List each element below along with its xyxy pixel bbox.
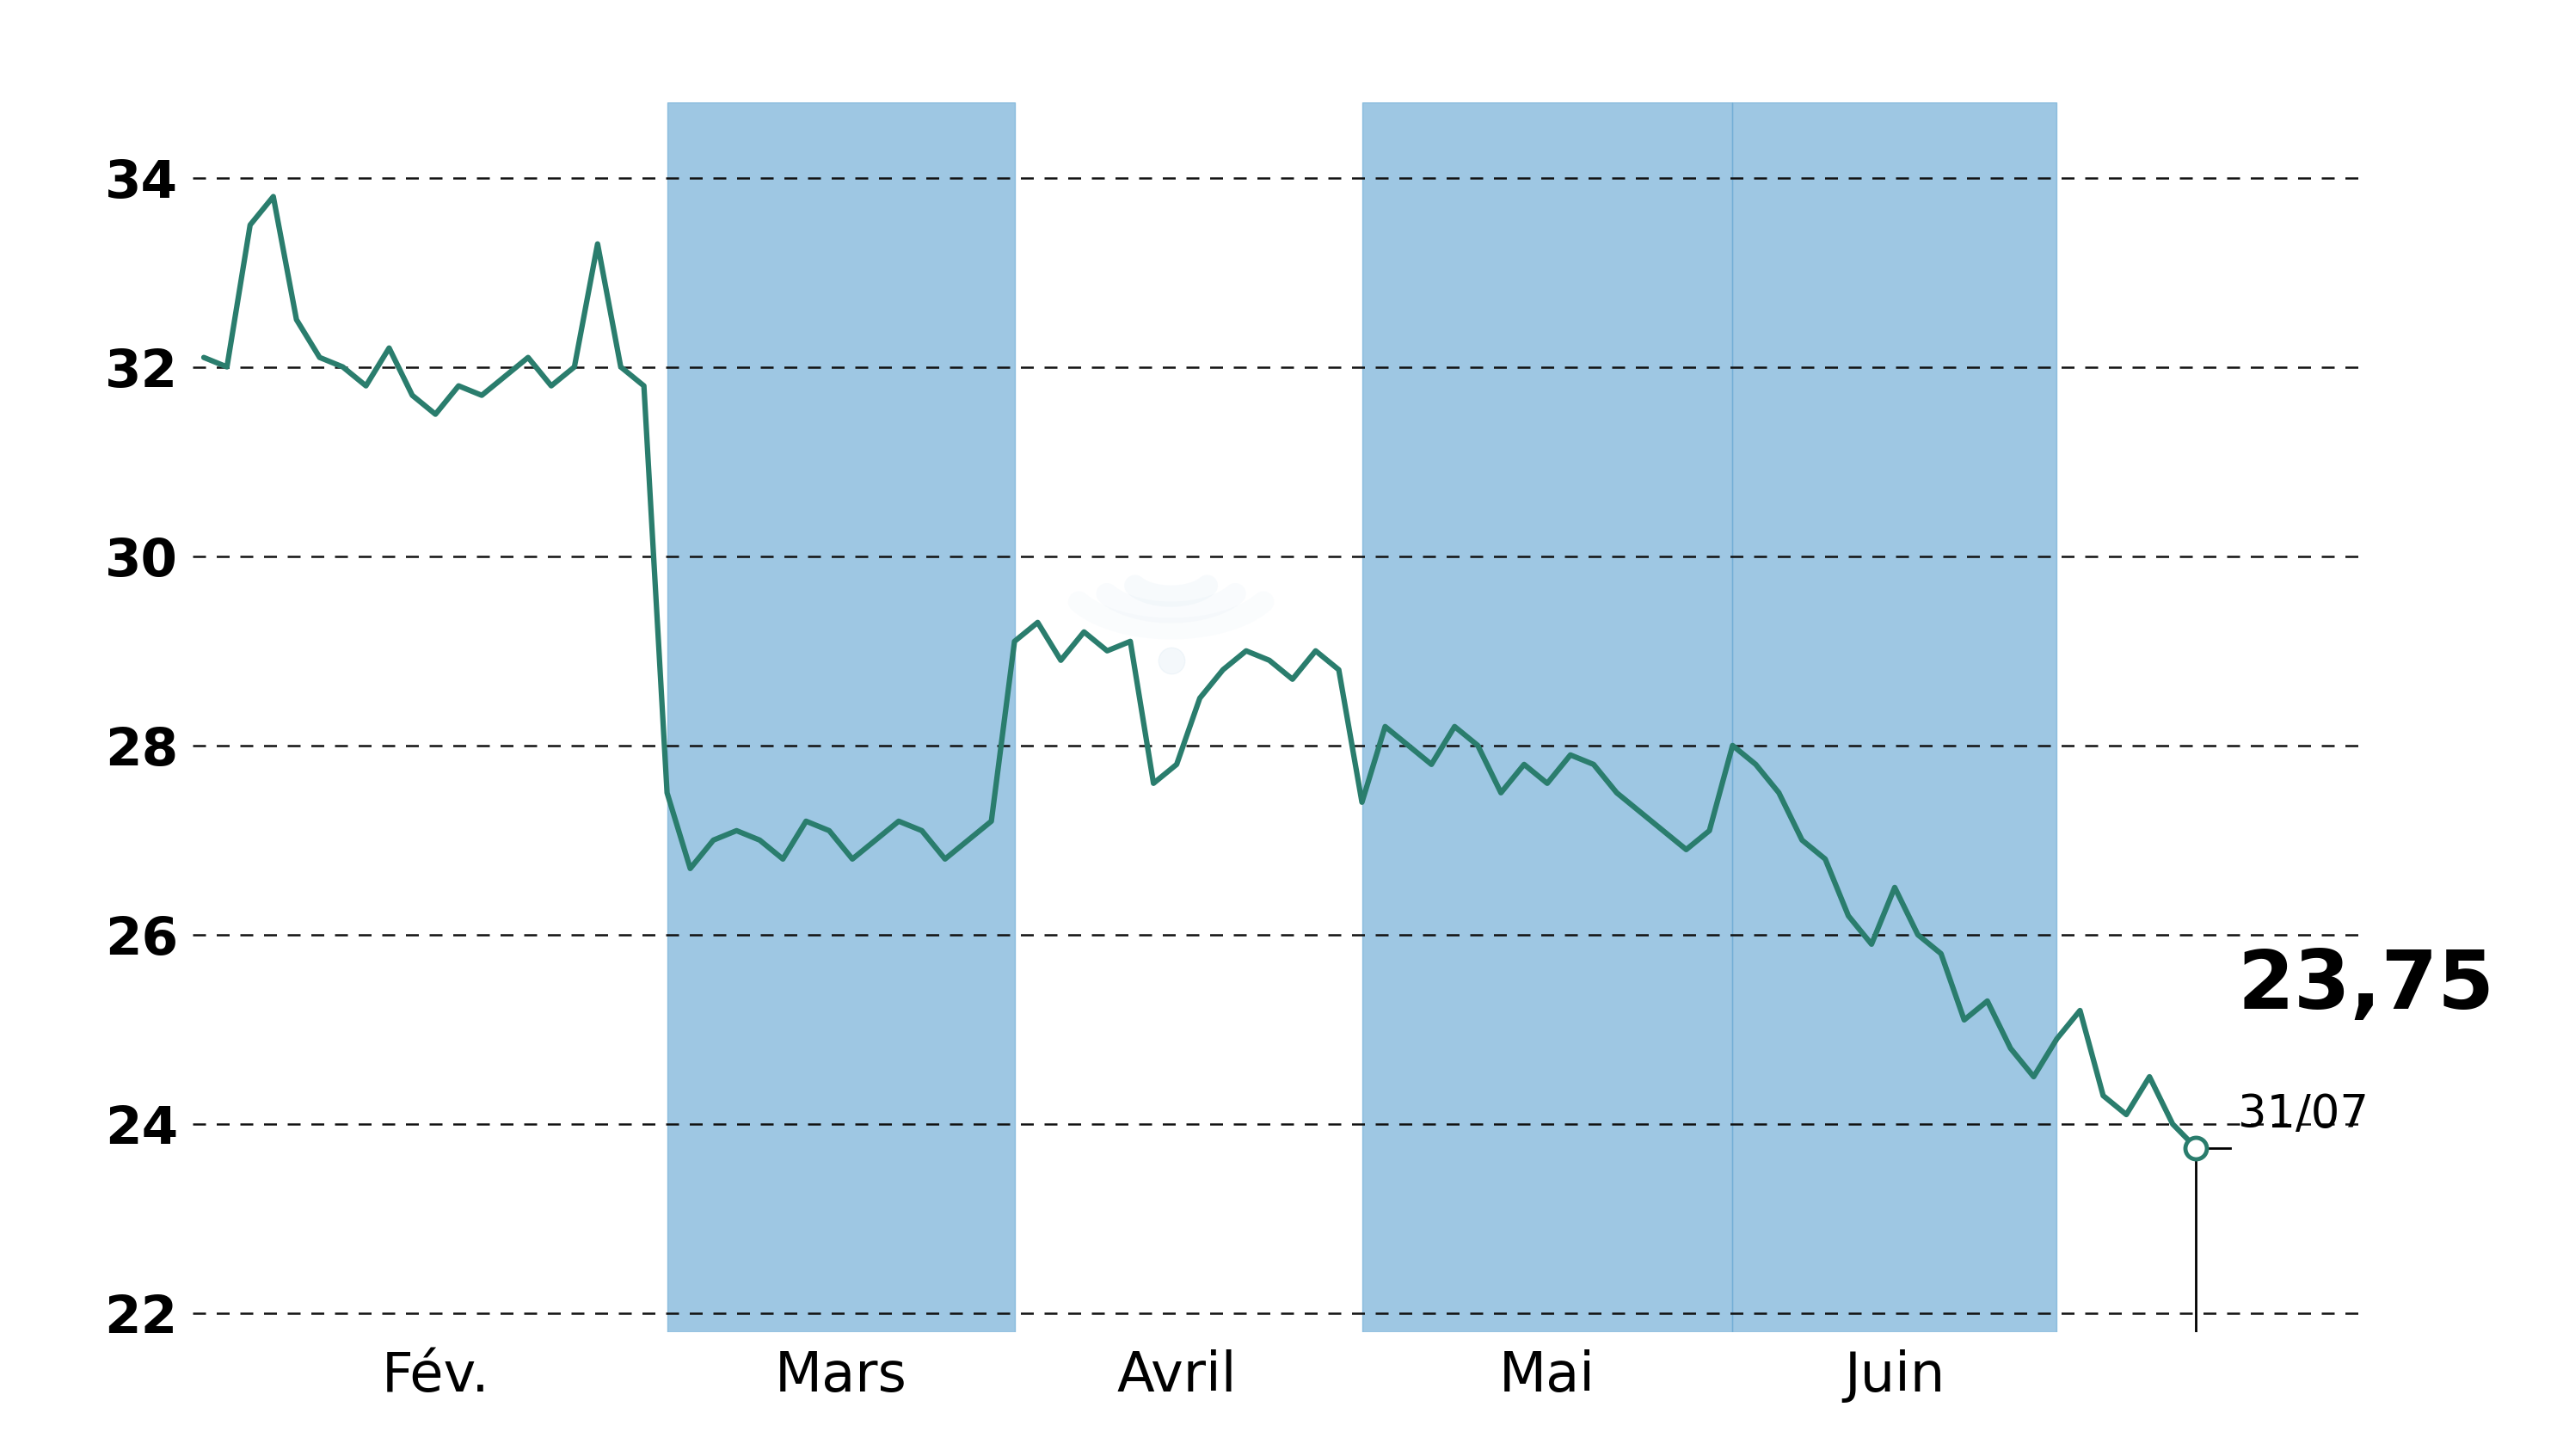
Bar [666,102,1015,1332]
Text: 23,75: 23,75 [2237,948,2494,1026]
Bar [1733,102,2058,1332]
Text: GFT Technologies SE: GFT Technologies SE [741,28,1822,118]
Text: 31/07: 31/07 [2237,1092,2368,1137]
Bar [1361,102,1733,1332]
